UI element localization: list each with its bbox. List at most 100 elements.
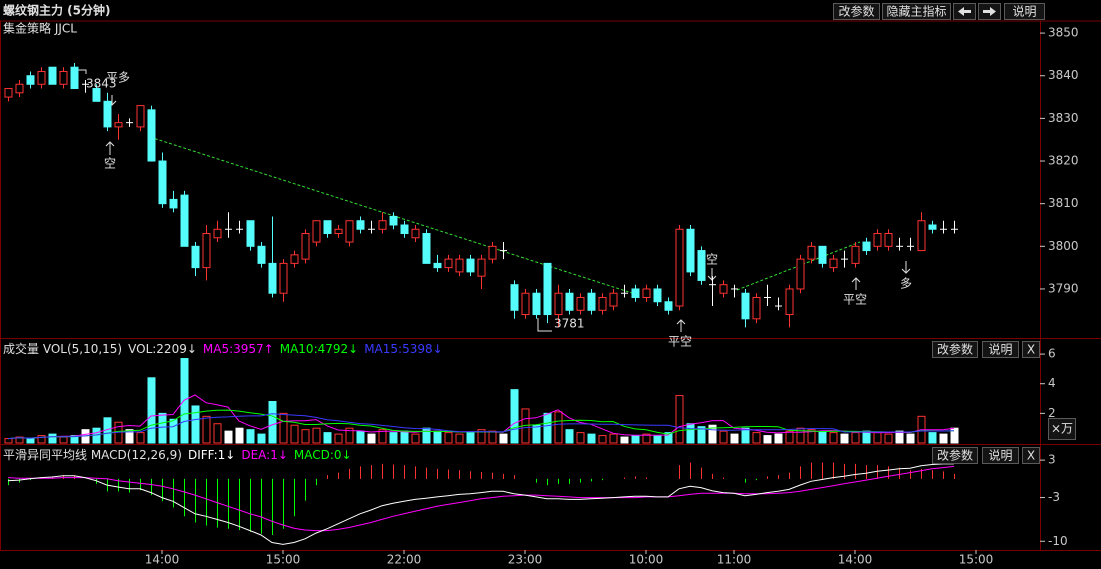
x-tick-label: 10:00 [629, 553, 664, 567]
legend-entry: VOL:2209↓ [128, 342, 197, 356]
candle-body [928, 224, 937, 230]
signal-label: 平多 [106, 71, 130, 85]
button[interactable]: 隐藏主指标 [882, 3, 951, 20]
volume-bar [686, 423, 695, 444]
panel-header: 成交量 VOL(5,10,15) VOL:2209↓ MA5:3957↑ MA10:4… [3, 341, 443, 356]
volume-bar [257, 433, 266, 444]
candle-body [48, 66, 57, 85]
button[interactable]: X [1022, 341, 1040, 358]
candle-body [818, 245, 827, 264]
volume-bar [895, 430, 904, 444]
x-tick-label: 11:00 [717, 553, 752, 567]
x-tick-label: 14:00 [838, 553, 873, 567]
y-tick-label: 3840 [1048, 68, 1079, 82]
y-tick-label: 3800 [1048, 239, 1079, 253]
volume-bar [576, 432, 585, 444]
candle-body [796, 258, 805, 290]
volume-bar [796, 427, 805, 444]
volume-bar [620, 436, 629, 444]
candle-body [642, 288, 651, 298]
legend-entry: MA10:4792↓ [280, 342, 358, 356]
button-label: X [1027, 449, 1035, 463]
panel-header: 平滑异同平均线 MACD(12,26,9) DIFF:1↓ DEA:1↓ MACD:0… [3, 448, 352, 462]
candle-body [554, 292, 563, 316]
volume-bar [224, 430, 233, 444]
volume-bar [26, 438, 35, 444]
volume-bar [4, 438, 13, 444]
y-tick-label: 3850 [1048, 26, 1079, 40]
volume-bar [774, 433, 783, 444]
candle-body [202, 233, 211, 269]
candle-body [807, 245, 816, 260]
volume-bar [246, 429, 255, 444]
button[interactable]: 改参数 [932, 447, 978, 464]
volume-bar [851, 432, 860, 444]
candle-body [532, 292, 541, 316]
volume-bar [37, 435, 46, 444]
candle-body [455, 258, 464, 273]
volume-bar [334, 433, 343, 444]
candle-body [422, 233, 431, 264]
button-frame [833, 3, 880, 20]
candle-body [719, 284, 728, 294]
volume-bar [730, 433, 739, 444]
volume-bar [840, 433, 849, 444]
volume-bar [389, 432, 398, 444]
volume-bar [829, 432, 838, 444]
volume-bar [554, 411, 563, 444]
x-tick-label: 14:00 [145, 553, 180, 567]
signal-arrow [105, 141, 115, 155]
candle-body [873, 233, 882, 247]
volume-bar [642, 433, 651, 444]
candle-body [785, 288, 794, 316]
candle-body [631, 288, 640, 298]
prev-button[interactable] [953, 3, 976, 20]
volume-bar [268, 401, 277, 444]
volume-bar [752, 432, 761, 444]
volume-bar [653, 435, 662, 444]
volume-bar [312, 427, 321, 444]
button[interactable]: 改参数 [833, 3, 880, 20]
volume-bar [191, 405, 200, 444]
button[interactable]: 说明 [982, 447, 1019, 464]
volume-bar [147, 377, 156, 444]
macd-line [7, 463, 954, 545]
volume-bar [928, 432, 937, 444]
button-frame [932, 341, 978, 358]
volume-bar [169, 418, 178, 444]
y-tick-label: 2 [1048, 406, 1056, 420]
candle-body [510, 284, 519, 311]
candle-body [576, 296, 585, 311]
volume-bar [664, 432, 673, 444]
button[interactable]: 改参数 [932, 341, 978, 358]
candle-body [851, 245, 860, 264]
volume-bar [873, 432, 882, 444]
button-label: 隐藏主指标 [886, 4, 946, 19]
candle-body [609, 292, 618, 307]
button-frame [882, 3, 951, 20]
volume-bar [202, 415, 211, 444]
volume-bar [862, 430, 871, 444]
volume-bar [367, 433, 376, 444]
volume-bar [70, 435, 79, 444]
button[interactable]: 说明 [982, 341, 1019, 358]
volume-bar [48, 433, 57, 444]
candle-body [565, 292, 574, 311]
candle-body [829, 258, 838, 269]
signal-label: 平空 [668, 335, 692, 349]
button[interactable]: 说明 [1004, 3, 1045, 20]
candle-body [334, 228, 343, 235]
volume-bar [378, 429, 387, 444]
volume-bar [477, 429, 486, 444]
candle-body [752, 296, 761, 320]
candle-body [697, 250, 706, 281]
volume-bar [587, 433, 596, 444]
y-tick-label: 6 [1048, 347, 1056, 361]
button[interactable]: X [1022, 447, 1040, 464]
candle-body [103, 100, 112, 128]
next-button[interactable] [978, 3, 1001, 20]
volume-bar [807, 429, 816, 444]
candle-body [675, 228, 684, 307]
volume-bar [59, 436, 68, 444]
volume-bar [906, 433, 915, 444]
